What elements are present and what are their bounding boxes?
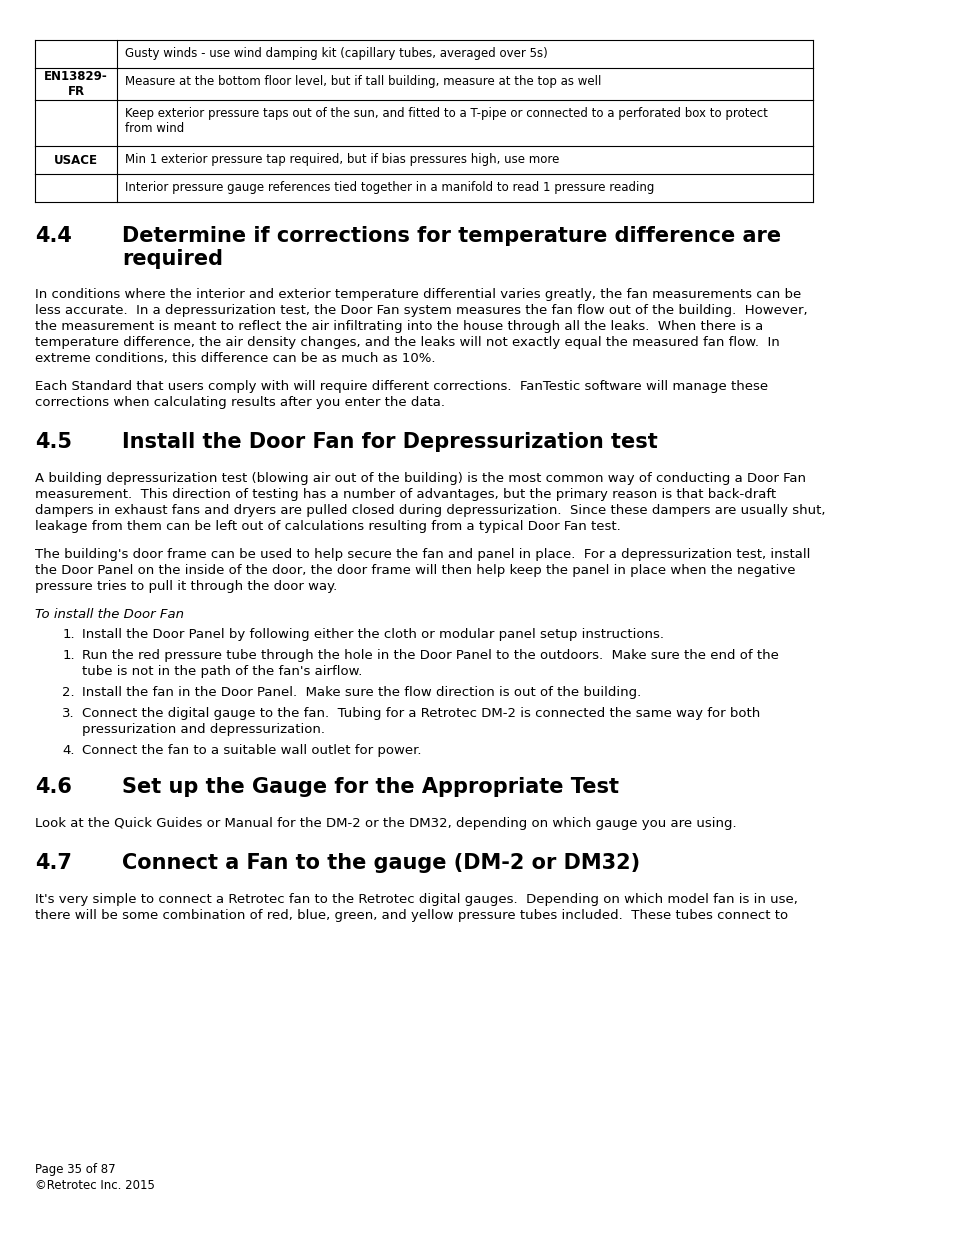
Text: The building's door frame can be used to help secure the fan and panel in place.: The building's door frame can be used to… [34,548,809,561]
Text: Install the Door Fan for Depressurization test: Install the Door Fan for Depressurizatio… [122,432,657,452]
Text: In conditions where the interior and exterior temperature differential varies gr: In conditions where the interior and ext… [34,288,801,301]
Text: 4.: 4. [62,743,74,757]
Text: 3.: 3. [62,706,74,720]
Text: 2.: 2. [62,685,74,699]
Text: A building depressurization test (blowing air out of the building) is the most c: A building depressurization test (blowin… [34,472,805,485]
Text: Run the red pressure tube through the hole in the Door Panel to the outdoors.  M: Run the red pressure tube through the ho… [82,650,779,662]
Text: extreme conditions, this difference can be as much as 10%.: extreme conditions, this difference can … [34,352,435,366]
Text: 4.5: 4.5 [34,432,71,452]
Text: Each Standard that users comply with will require different corrections.  FanTes: Each Standard that users comply with wil… [34,380,767,393]
Text: tube is not in the path of the fan's airflow.: tube is not in the path of the fan's air… [82,664,362,678]
Text: 1.: 1. [62,629,74,641]
Text: Connect a Fan to the gauge (DM-2 or DM32): Connect a Fan to the gauge (DM-2 or DM32… [122,853,639,873]
Text: less accurate.  In a depressurization test, the Door Fan system measures the fan: less accurate. In a depressurization tes… [34,304,806,317]
Text: Gusty winds - use wind damping kit (capillary tubes, averaged over 5s): Gusty winds - use wind damping kit (capi… [125,47,547,61]
Text: Page 35 of 87: Page 35 of 87 [34,1163,115,1176]
Text: dampers in exhaust fans and dryers are pulled closed during depressurization.  S: dampers in exhaust fans and dryers are p… [34,504,824,517]
Text: EN13829-
FR: EN13829- FR [44,70,108,98]
Text: 1.: 1. [62,650,74,662]
Text: To install the Door Fan: To install the Door Fan [34,608,184,621]
Text: leakage from them can be left out of calculations resulting from a typical Door : leakage from them can be left out of cal… [34,520,619,534]
Text: corrections when calculating results after you enter the data.: corrections when calculating results aft… [34,396,444,409]
Text: Install the Door Panel by following either the cloth or modular panel setup inst: Install the Door Panel by following eith… [82,629,663,641]
Text: Look at the Quick Guides or Manual for the DM-2 or the DM32, depending on which : Look at the Quick Guides or Manual for t… [34,818,736,830]
Text: measurement.  This direction of testing has a number of advantages, but the prim: measurement. This direction of testing h… [34,488,775,501]
Text: Measure at the bottom floor level, but if tall building, measure at the top as w: Measure at the bottom floor level, but i… [125,75,600,88]
Text: ©Retrotec Inc. 2015: ©Retrotec Inc. 2015 [34,1179,154,1192]
Text: Interior pressure gauge references tied together in a manifold to read 1 pressur: Interior pressure gauge references tied … [125,182,653,194]
Text: Set up the Gauge for the Appropriate Test: Set up the Gauge for the Appropriate Tes… [122,777,618,797]
Text: 4.7: 4.7 [34,853,71,873]
Text: USACE: USACE [54,153,98,167]
Text: pressurization and depressurization.: pressurization and depressurization. [82,722,325,736]
Text: the measurement is meant to reflect the air infiltrating into the house through : the measurement is meant to reflect the … [34,320,762,333]
Text: temperature difference, the air density changes, and the leaks will not exactly : temperature difference, the air density … [34,336,779,350]
Text: Determine if corrections for temperature difference are
required: Determine if corrections for temperature… [122,226,781,269]
Text: the Door Panel on the inside of the door, the door frame will then help keep the: the Door Panel on the inside of the door… [34,564,795,577]
Text: Connect the digital gauge to the fan.  Tubing for a Retrotec DM-2 is connected t: Connect the digital gauge to the fan. Tu… [82,706,760,720]
Text: Install the fan in the Door Panel.  Make sure the flow direction is out of the b: Install the fan in the Door Panel. Make … [82,685,641,699]
Text: Connect the fan to a suitable wall outlet for power.: Connect the fan to a suitable wall outle… [82,743,421,757]
Text: from wind: from wind [125,122,184,135]
Text: pressure tries to pull it through the door way.: pressure tries to pull it through the do… [34,580,336,593]
Text: Keep exterior pressure taps out of the sun, and fitted to a T-pipe or connected : Keep exterior pressure taps out of the s… [125,107,766,120]
Text: It's very simple to connect a Retrotec fan to the Retrotec digital gauges.  Depe: It's very simple to connect a Retrotec f… [34,893,797,906]
Text: Min 1 exterior pressure tap required, but if bias pressures high, use more: Min 1 exterior pressure tap required, bu… [125,153,558,165]
Text: there will be some combination of red, blue, green, and yellow pressure tubes in: there will be some combination of red, b… [34,909,787,923]
Text: 4.4: 4.4 [34,226,71,246]
Text: 4.6: 4.6 [34,777,71,797]
